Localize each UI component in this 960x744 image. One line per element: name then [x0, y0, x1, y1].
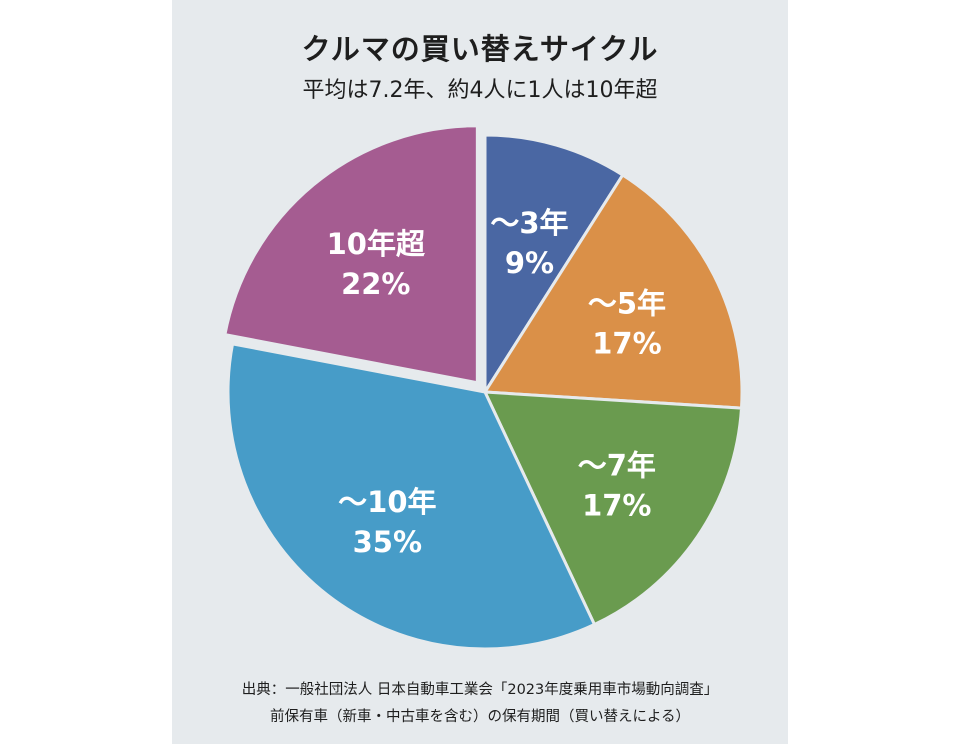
- source-note-line1: 出典：一般社団法人 日本自動車工業会「2023年度乗用車市場動向調査」: [241, 682, 719, 698]
- slice-category-label: 10年超: [327, 227, 426, 261]
- slice-category-label: 〜5年: [588, 287, 666, 321]
- pie-slice-1: [483, 133, 625, 394]
- chart-title: クルマの買い替えサイクル: [301, 32, 659, 66]
- pie-slice-5: [223, 124, 479, 385]
- slice-category-label: 〜3年: [490, 206, 568, 240]
- pie-chart: 〜3年 9% 〜5年 17% 〜7年 17% 〜10年 35% 10年超 22%: [223, 124, 744, 651]
- pie-slice-2: [483, 173, 744, 410]
- slice-category-label: 〜7年: [578, 449, 656, 483]
- pie-slice-4: [226, 342, 596, 651]
- chart-panel: クルマの買い替えサイクル 平均は7.2年、約4人に1人は10年超 〜3年 9% 〜5…: [172, 0, 788, 744]
- slice-category-label: 〜10年: [338, 485, 436, 519]
- pie-slice-3: [483, 390, 743, 627]
- slice-percent-label: 35%: [353, 525, 422, 559]
- slice-percent-label: 9%: [505, 246, 554, 280]
- slice-percent-label: 17%: [582, 489, 651, 523]
- slice-percent-label: 17%: [592, 327, 661, 361]
- chart-subtitle: 平均は7.2年、約4人に1人は10年超: [302, 78, 658, 103]
- source-note-line2: 前保有車（新車・中古車を含む）の保有期間（買い替えによる）: [269, 709, 691, 725]
- slice-percent-label: 22%: [341, 267, 410, 301]
